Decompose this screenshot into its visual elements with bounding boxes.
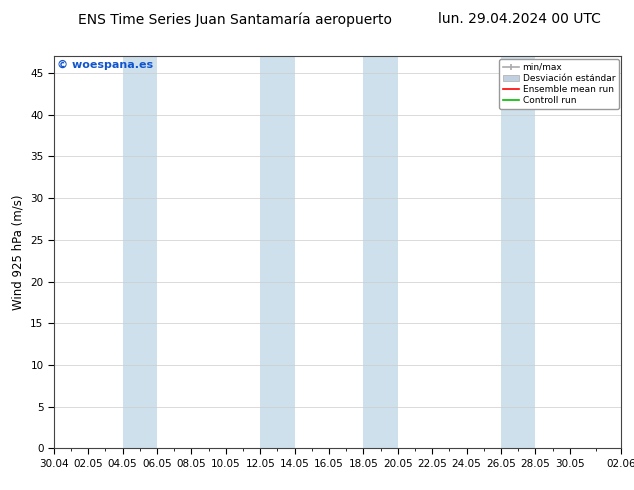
Text: © woespana.es: © woespana.es xyxy=(56,60,153,71)
Bar xyxy=(260,56,295,448)
Text: lun. 29.04.2024 00 UTC: lun. 29.04.2024 00 UTC xyxy=(439,12,601,26)
Text: ENS Time Series Juan Santamaría aeropuerto: ENS Time Series Juan Santamaría aeropuer… xyxy=(77,12,392,27)
Legend: min/max, Desviación estándar, Ensemble mean run, Controll run: min/max, Desviación estándar, Ensemble m… xyxy=(499,59,619,109)
Bar xyxy=(363,56,398,448)
Bar xyxy=(122,56,157,448)
Bar xyxy=(621,56,634,448)
Y-axis label: Wind 925 hPa (m/s): Wind 925 hPa (m/s) xyxy=(11,195,25,310)
Bar xyxy=(501,56,535,448)
